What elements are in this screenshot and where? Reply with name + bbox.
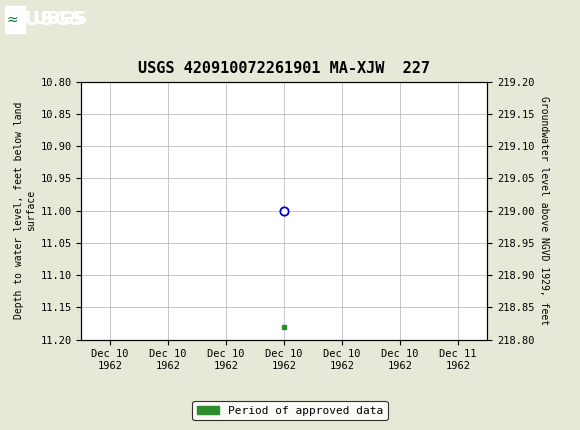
Text: USGS: USGS [32, 10, 87, 28]
Text: ≈: ≈ [7, 12, 19, 26]
Title: USGS 420910072261901 MA-XJW  227: USGS 420910072261901 MA-XJW 227 [138, 61, 430, 77]
Y-axis label: Groundwater level above NGVD 1929, feet: Groundwater level above NGVD 1929, feet [539, 96, 549, 325]
Legend: Period of approved data: Period of approved data [193, 401, 387, 420]
Bar [5, 6, 25, 33]
Text: ≈USGS: ≈USGS [9, 10, 85, 29]
Y-axis label: Depth to water level, feet below land
surface: Depth to water level, feet below land su… [14, 102, 36, 319]
